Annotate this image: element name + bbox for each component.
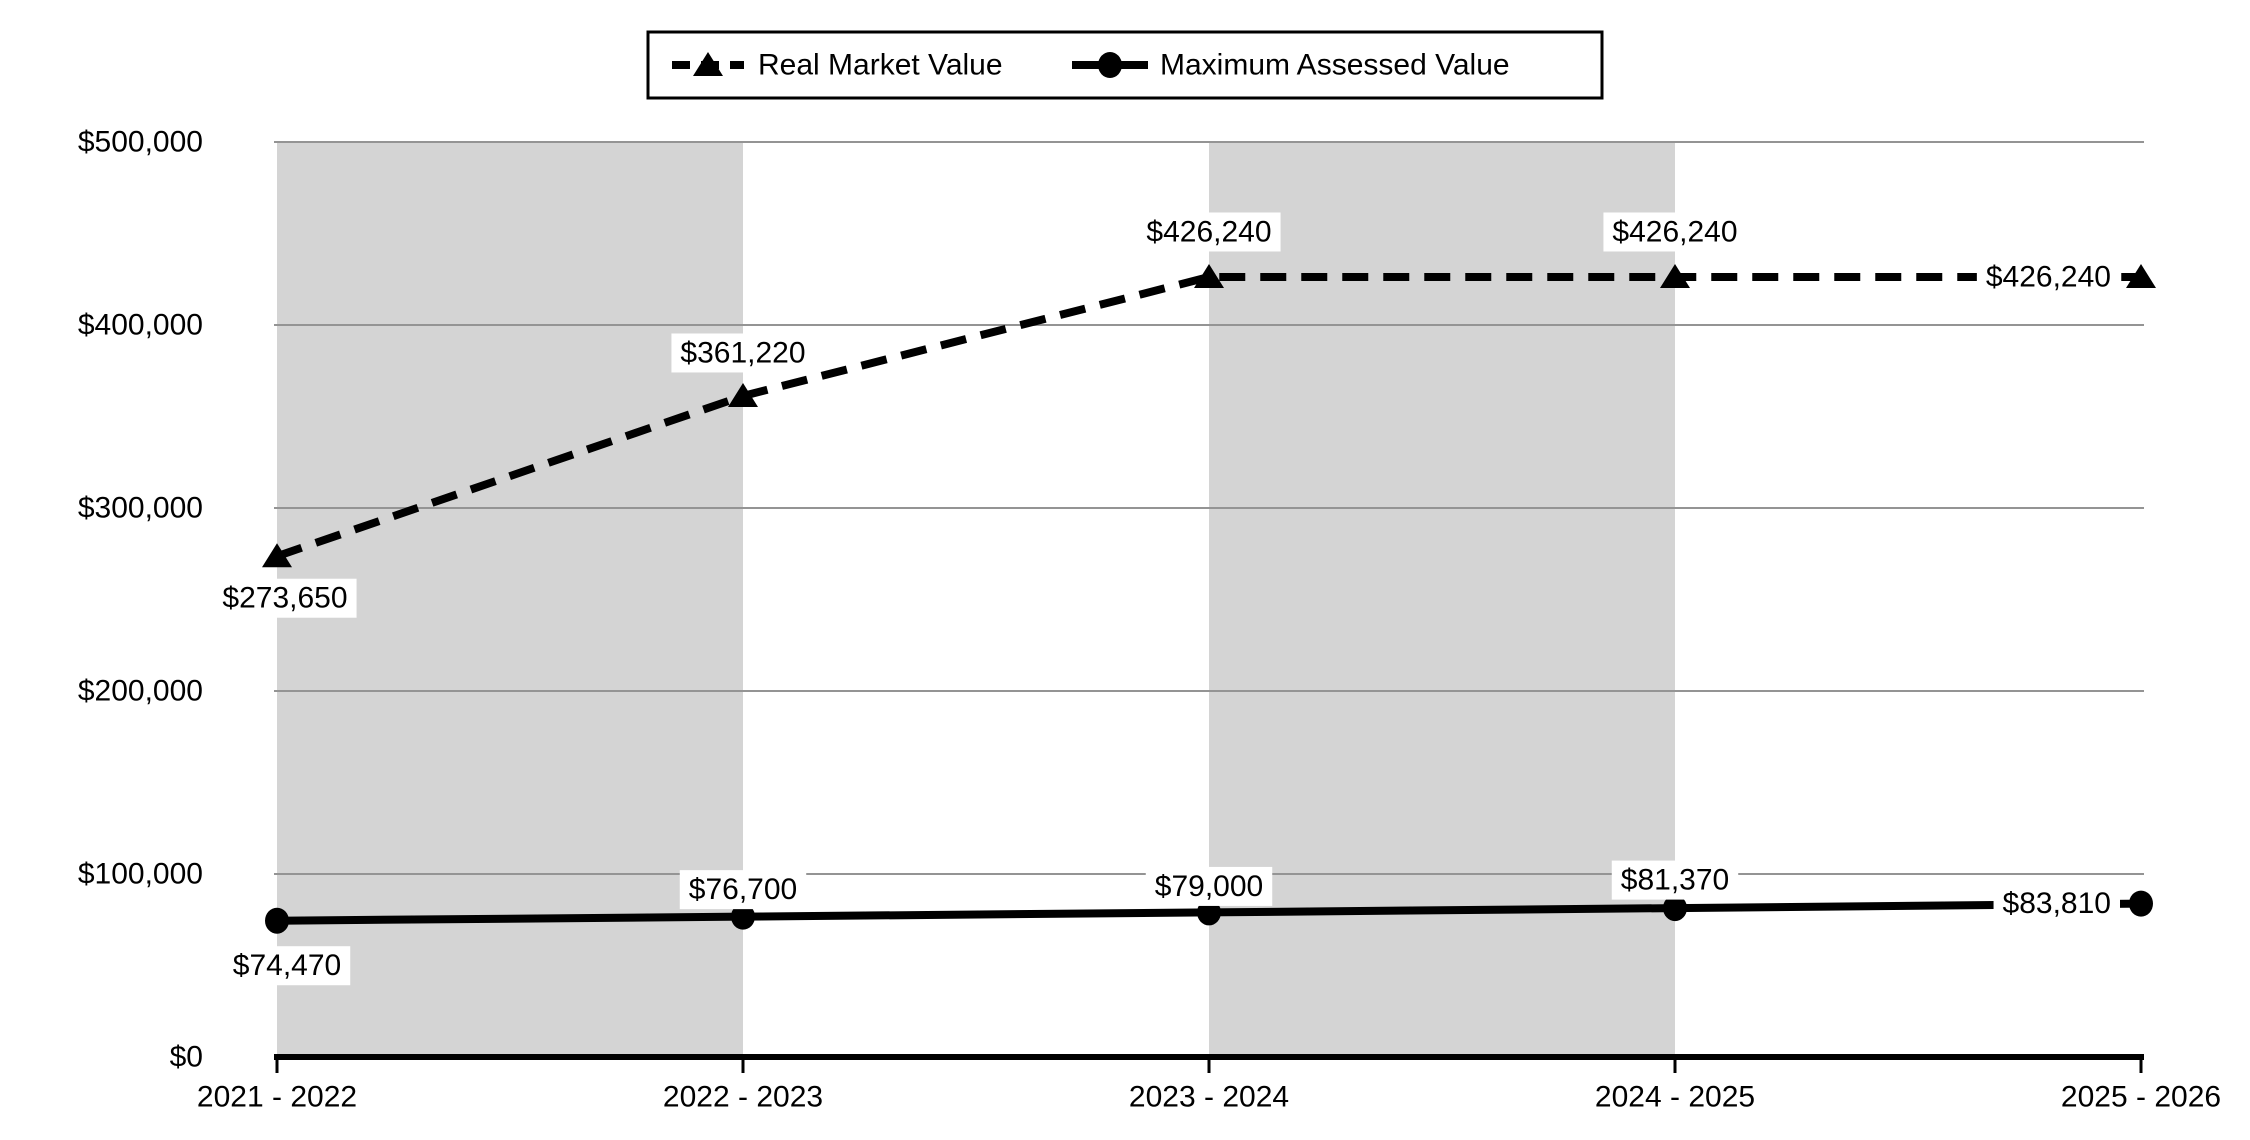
x-axis-label: 2022 - 2023 <box>663 1081 823 1114</box>
triangle-marker-real-market-value <box>728 382 758 407</box>
legend-label: Maximum Assessed Value <box>1160 49 1510 82</box>
data-label-background <box>1145 866 1273 906</box>
x-axis-label: 2021 - 2022 <box>197 1081 357 1114</box>
y-axis-tick-label: $500,000 <box>78 126 203 159</box>
data-label-background <box>1993 884 2120 924</box>
data-label-background <box>223 946 351 986</box>
data-label-text: $81,370 <box>1621 864 1729 897</box>
data-label-text: $74,470 <box>233 949 341 982</box>
triangle-marker-real-market-value <box>1660 263 1690 288</box>
data-label-background <box>679 870 807 910</box>
x-axis-label: 2025 - 2026 <box>2061 1081 2221 1114</box>
data-label-text: $79,000 <box>1155 870 1263 903</box>
triangle-marker-real-market-value <box>1194 263 1224 288</box>
data-label-text: $426,240 <box>1612 215 1737 248</box>
data-label-text: $83,810 <box>2003 887 2111 920</box>
data-label-background <box>1603 212 1747 252</box>
triangle-marker-real-market-value <box>262 543 292 568</box>
data-label-text: $361,220 <box>680 336 805 369</box>
data-label-background <box>213 578 357 618</box>
data-label: $81,370 <box>1611 860 1739 900</box>
data-label: $361,220 <box>671 333 815 373</box>
legend-triangle-marker <box>693 52 723 76</box>
circle-marker-maximum-assessed-value <box>265 907 289 934</box>
legend-item-real-market-value: Real Market Value <box>672 49 1003 82</box>
y-axis-tick-label: $100,000 <box>78 858 203 891</box>
y-axis-tick-label: $400,000 <box>78 309 203 342</box>
data-label-background <box>1976 257 2120 297</box>
circle-marker-maximum-assessed-value <box>1663 895 1687 922</box>
legend-circle-marker <box>1098 52 1122 78</box>
data-label: $76,700 <box>679 870 807 910</box>
data-label-background <box>671 333 815 373</box>
data-label-background <box>1611 860 1739 900</box>
data-label-text: $426,240 <box>1146 215 1271 248</box>
series-line-real-market-value <box>275 272 2141 561</box>
data-label: $426,240 <box>1137 212 1281 252</box>
data-label: $83,810 <box>1993 884 2120 924</box>
data-label-text: $426,240 <box>1986 260 2111 293</box>
legend: Real Market Value Maximum Assessed Value <box>646 30 1604 100</box>
x-axis-label: 2024 - 2025 <box>1595 1081 1755 1114</box>
shaded-band <box>1209 142 1675 1057</box>
data-label: $426,240 <box>1976 257 2120 297</box>
data-label: $426,240 <box>1603 212 1747 252</box>
y-axis-tick-label: $200,000 <box>78 675 203 708</box>
data-label-background <box>1137 212 1281 252</box>
y-axis-tick-label: $300,000 <box>78 492 203 525</box>
circle-marker-maximum-assessed-value <box>2129 890 2153 917</box>
data-label: $74,470 <box>223 946 351 986</box>
data-label-text: $76,700 <box>689 873 797 906</box>
y-axis-tick-label: $0 <box>170 1041 203 1074</box>
legend-label: Real Market Value <box>758 49 1003 82</box>
data-label: $79,000 <box>1145 866 1273 906</box>
triangle-marker-real-market-value <box>2126 263 2156 288</box>
data-label-text: $273,650 <box>222 582 347 615</box>
data-label: $273,650 <box>213 578 357 618</box>
x-axis-label: 2023 - 2024 <box>1129 1081 1289 1114</box>
legend-item-maximum-assessed-value: Maximum Assessed Value <box>1072 49 1510 82</box>
circle-marker-maximum-assessed-value <box>731 903 755 930</box>
